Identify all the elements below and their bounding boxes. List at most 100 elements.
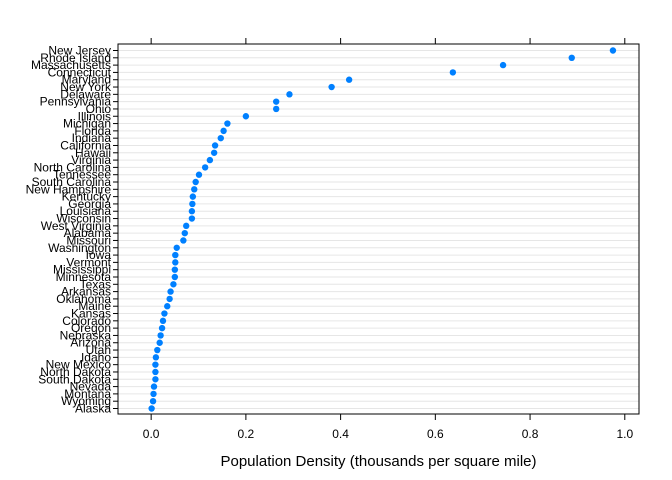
state-label: Arizona — [70, 336, 111, 350]
data-point — [152, 354, 160, 361]
state-label: Washington — [48, 241, 111, 255]
data-point — [272, 98, 280, 105]
data-point — [180, 237, 187, 244]
state-label: California — [60, 138, 111, 152]
state-label: North Carolina — [34, 160, 112, 174]
x-tick-label: 0.2 — [238, 427, 255, 441]
data-point — [449, 69, 457, 76]
data-point — [328, 83, 335, 91]
state-label: Nevada — [70, 380, 112, 394]
data-point — [195, 171, 203, 178]
data-point — [286, 91, 293, 98]
data-point — [154, 346, 161, 354]
data-point — [189, 200, 196, 208]
state-label: Idaho — [81, 350, 111, 364]
state-label: Louisiana — [60, 204, 112, 218]
data-point — [609, 47, 617, 54]
state-label: Wyoming — [61, 394, 111, 408]
state-label: Utah — [86, 343, 111, 357]
x-tick-label: 0.4 — [332, 427, 349, 441]
state-label: Massachusetts — [31, 58, 111, 72]
state-label: Minnesota — [56, 270, 112, 284]
data-point — [345, 76, 353, 83]
state-label: West Virginia — [41, 219, 112, 233]
data-point — [173, 244, 180, 251]
data-point — [272, 105, 280, 113]
data-point — [181, 229, 188, 237]
data-point — [188, 215, 196, 222]
state-label: Indiana — [72, 131, 112, 145]
state-label: Michigan — [63, 117, 111, 131]
state-label: Pennsylvania — [40, 95, 112, 109]
state-label: Maine — [78, 299, 111, 313]
data-point — [149, 397, 157, 405]
state-label: Connecticut — [48, 65, 112, 79]
state-label: Iowa — [86, 248, 112, 262]
state-label: Oregon — [71, 321, 111, 335]
plot-frame — [117, 43, 640, 415]
state-label: Rhode Island — [40, 51, 111, 65]
data-point — [150, 390, 157, 398]
state-label: Illinois — [78, 109, 111, 123]
state-label: Arkansas — [61, 285, 111, 299]
state-label: Nebraska — [60, 328, 112, 342]
data-point — [171, 266, 179, 273]
y-axis-ticks — [113, 50, 118, 409]
data-point — [217, 134, 224, 142]
data-points — [148, 47, 617, 412]
data-point — [188, 208, 196, 215]
state-label: Alaska — [75, 402, 111, 416]
x-tick-label: 0.0 — [143, 427, 160, 441]
data-point — [161, 310, 168, 317]
data-point — [191, 186, 198, 193]
data-point — [152, 376, 159, 383]
data-point — [157, 332, 164, 339]
state-label: Ohio — [86, 102, 112, 116]
data-point — [220, 127, 227, 135]
data-point — [224, 120, 231, 127]
state-label: Wisconsin — [56, 212, 111, 226]
data-point — [158, 324, 166, 332]
data-point — [172, 251, 179, 259]
data-point — [164, 303, 171, 310]
state-label: Montana — [64, 387, 111, 401]
data-point — [568, 54, 575, 62]
x-tick-label: 1.0 — [616, 427, 633, 441]
state-label: Hawaii — [75, 146, 111, 160]
x-axis-title: Population Density (thousands per square… — [220, 453, 536, 470]
data-point — [156, 339, 163, 346]
data-point — [206, 156, 214, 164]
state-label: Vermont — [66, 255, 111, 269]
state-label: Tennessee — [53, 168, 111, 182]
state-label: Texas — [80, 277, 111, 291]
data-point — [499, 61, 507, 69]
state-label: Kentucky — [62, 190, 111, 204]
state-label: Alabama — [64, 226, 112, 240]
data-point — [211, 142, 219, 149]
data-point — [166, 295, 173, 303]
grid-lines — [118, 50, 639, 409]
data-point — [172, 259, 179, 266]
state-label: South Carolina — [32, 175, 112, 189]
state-label: Mississippi — [53, 263, 111, 277]
x-tick-label: 0.6 — [427, 427, 444, 441]
data-point — [192, 178, 199, 186]
state-label: North Dakota — [40, 365, 111, 379]
data-point — [170, 281, 177, 288]
state-label: Missouri — [66, 233, 111, 247]
data-point — [201, 164, 209, 171]
state-label: Oklahoma — [56, 292, 111, 306]
state-label: Florida — [74, 124, 111, 138]
state-label: New York — [60, 80, 112, 94]
data-point — [159, 317, 167, 325]
data-point — [183, 222, 190, 230]
state-label: Colorado — [62, 314, 111, 328]
data-point — [150, 383, 158, 390]
state-label: New Jersey — [48, 44, 111, 58]
state-label: South Dakota — [38, 372, 111, 386]
state-label: Kansas — [71, 307, 111, 321]
state-label: Maryland — [62, 73, 111, 87]
data-point — [189, 193, 197, 200]
